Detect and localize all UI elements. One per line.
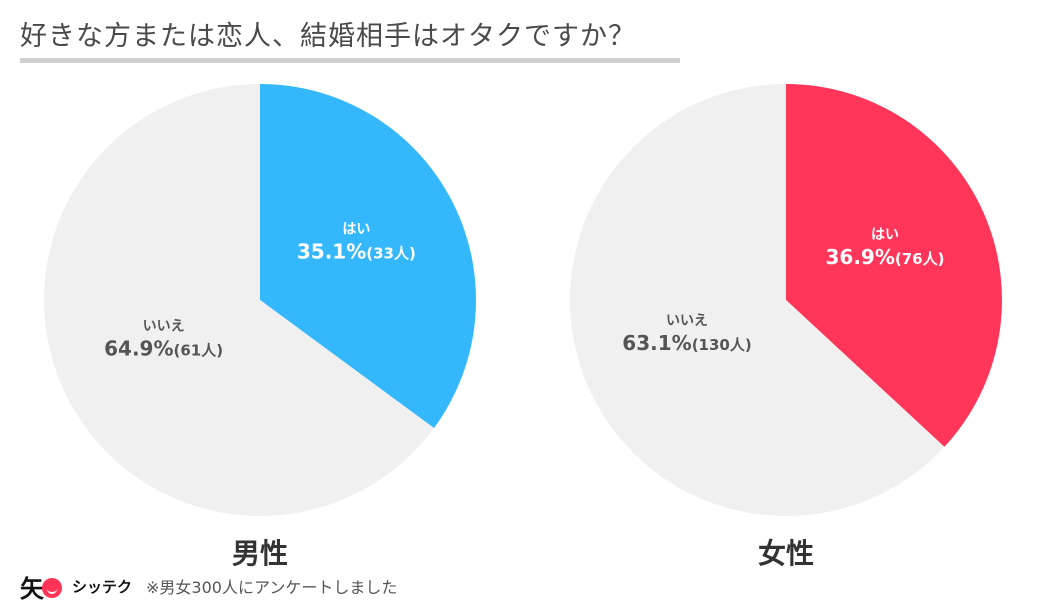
male-pie-title: 男性 [231,537,289,570]
pie-charts: はい 35.1%(33人) いいえ 64.9%(61人) はい 36.9%(76人) いいえ… [44,84,1002,516]
logo-face-icon [42,578,62,598]
female-pie-title: 女性 [757,537,815,570]
female-pie: はい 36.9%(76人) いいえ 63.1%(130人) [569,84,1002,516]
chart-title: 好きな方または恋人、結婚相手はオタクですか？ [20,21,636,52]
male-no-label: いいえ [143,319,185,335]
female-yes-value: 36.9%(76人) [825,245,944,269]
logo-kanji: 矢 [20,573,44,603]
female-yes-percent: 36.9% [825,245,894,269]
logo-text: シッテク [72,577,133,596]
male-no-value: 64.9%(61人) [104,337,223,361]
female-no-percent: 63.1% [622,331,691,355]
female-yes-slice [786,84,1002,447]
male-no-slice [44,84,434,516]
title-underline [20,58,680,63]
male-no-count: (61人) [174,342,224,360]
female-no-count: (130人) [692,336,752,354]
male-yes-value: 35.1%(33人) [297,239,416,263]
female-no-value: 63.1%(130人) [622,331,751,355]
male-no-percent: 64.9% [104,337,173,361]
female-no-label: いいえ [666,313,708,329]
female-yes-label: はい [871,227,899,243]
female-yes-count: (76人) [895,250,945,268]
male-yes-percent: 35.1% [297,239,366,263]
female-no-slice [569,84,945,516]
male-yes-count: (33人) [366,244,416,262]
male-yes-slice [260,84,477,429]
male-yes-label: はい [342,221,370,237]
footer: 矢 シッテク ※男女300人にアンケートしました [20,570,398,603]
survey-note: ※男女300人にアンケートしました [146,578,398,597]
male-pie: はい 35.1%(33人) いいえ 64.9%(61人) [44,84,477,516]
